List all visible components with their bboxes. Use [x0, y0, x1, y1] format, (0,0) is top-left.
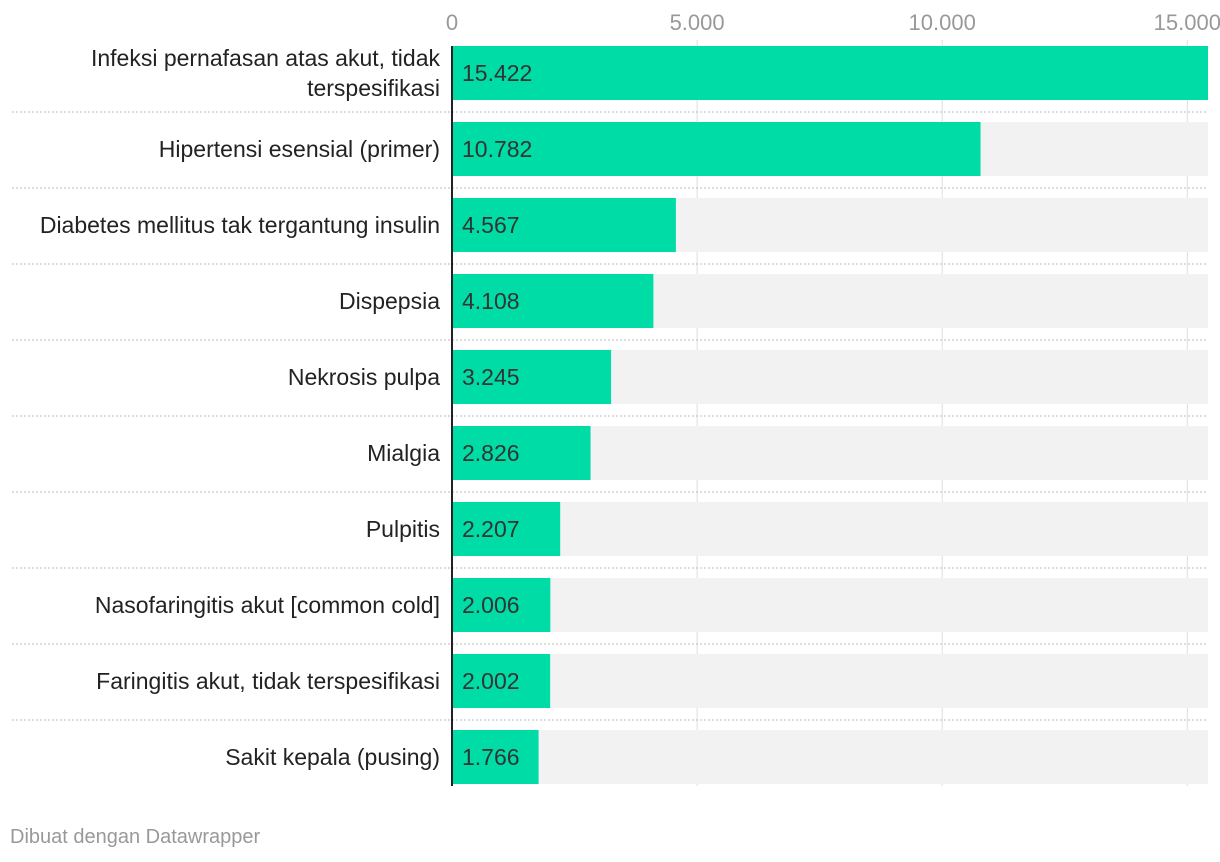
category-label-4: Dispepsia — [339, 288, 440, 314]
bar-10 — [452, 730, 539, 784]
value-label-1: 15.422 — [462, 60, 532, 86]
value-label-10: 1.766 — [462, 744, 520, 770]
category-label-6: Mialgia — [367, 440, 440, 466]
x-tick-label-5000: 5.000 — [670, 10, 725, 35]
category-label-9: Faringitis akut, tidak terspesifikasi — [96, 668, 440, 694]
x-axis-ticks: 0 5.000 10.000 15.000 — [446, 10, 1220, 35]
bar-track-7 — [452, 502, 1208, 556]
value-label-7: 2.207 — [462, 516, 520, 542]
value-label-4: 4.108 — [462, 288, 520, 314]
x-tick-label-0: 0 — [446, 10, 458, 35]
category-label-5: Nekrosis pulpa — [288, 364, 440, 390]
bar-8 — [452, 578, 551, 632]
value-label-3: 4.567 — [462, 212, 520, 238]
value-label-8: 2.006 — [462, 592, 520, 618]
bar-9 — [452, 654, 551, 708]
bar-6 — [452, 426, 591, 480]
bar-3 — [452, 198, 676, 252]
bar-2 — [452, 122, 981, 176]
bar-track-8 — [452, 578, 1208, 632]
x-tick-label-10000: 10.000 — [909, 10, 976, 35]
bar-7 — [452, 502, 561, 556]
category-label-7: Pulpitis — [366, 516, 440, 542]
category-label-8: Nasofaringitis akut [common cold] — [95, 592, 440, 618]
category-label-2: Hipertensi esensial (primer) — [159, 136, 440, 162]
category-label-1-line-2: terspesifikasi — [307, 75, 440, 101]
value-label-6: 2.826 — [462, 440, 520, 466]
bar-track-9 — [452, 654, 1208, 708]
value-label-9: 2.002 — [462, 668, 520, 694]
category-label-1-line-1: Infeksi pernafasan atas akut, tidak — [91, 45, 441, 71]
bar-rows: 15.422 Infeksi pernafasan atas akut, tida… — [12, 45, 1208, 784]
value-label-5: 3.245 — [462, 364, 520, 390]
bar-track-10 — [452, 730, 1208, 784]
bar-5 — [452, 350, 612, 404]
category-label-3: Diabetes mellitus tak tergantung insulin — [40, 212, 440, 238]
x-tick-label-15000: 15.000 — [1154, 10, 1220, 35]
bar-1 — [452, 46, 1208, 100]
category-label-10: Sakit kepala (pusing) — [225, 744, 440, 770]
datawrapper-credit: Dibuat dengan Datawrapper — [10, 826, 261, 848]
value-label-2: 10.782 — [462, 136, 532, 162]
bar-4 — [452, 274, 654, 328]
